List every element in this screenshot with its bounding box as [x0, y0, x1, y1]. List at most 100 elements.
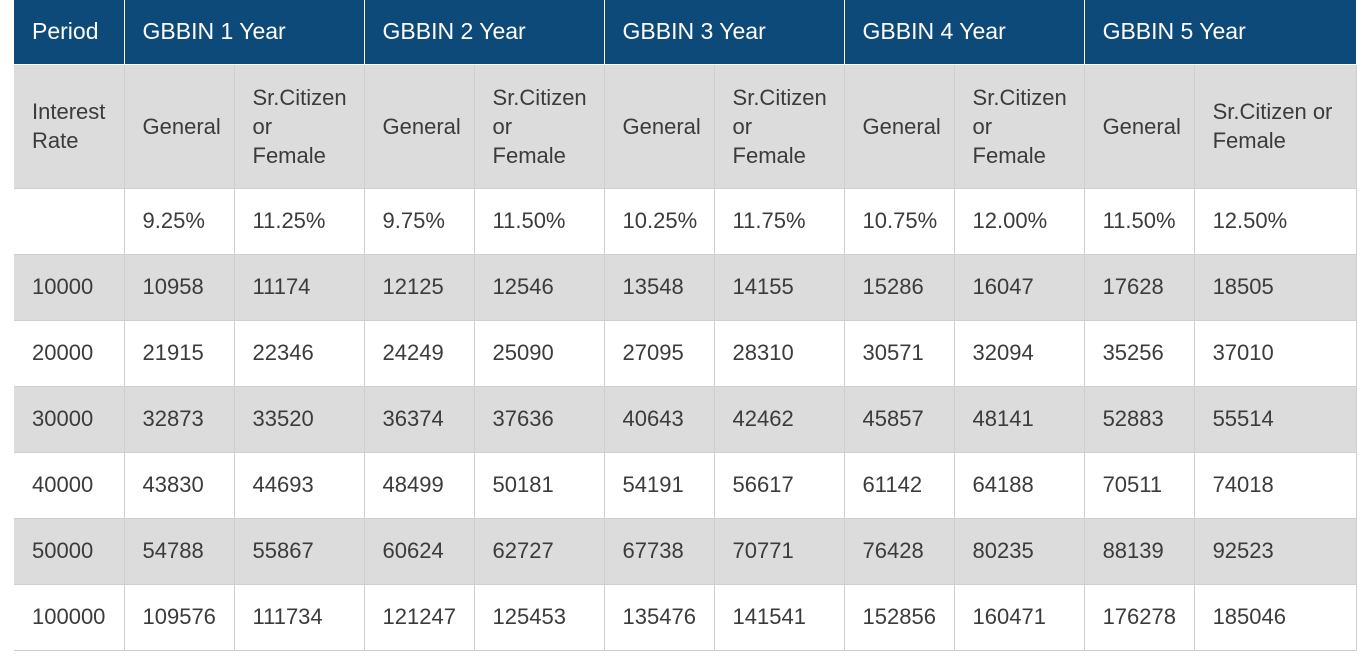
rate-cell: 12.00% — [954, 188, 1085, 255]
subheader-senior: Sr.Citizen or Female — [1194, 64, 1357, 189]
maturity-value-cell: 176278 — [1084, 584, 1195, 651]
maturity-value-cell: 16047 — [954, 254, 1085, 321]
maturity-value-cell: 67738 — [604, 518, 715, 585]
maturity-value-cell: 30571 — [844, 320, 955, 387]
rate-cell: 10.25% — [604, 188, 715, 255]
maturity-value-cell: 70511 — [1084, 452, 1195, 519]
subheader-general: General — [1084, 64, 1195, 189]
maturity-value-cell: 56617 — [714, 452, 845, 519]
interest-rate-row: 9.25% 11.25% 9.75% 11.50% 10.25% 11.75% 10.75%… — [14, 188, 1357, 255]
maturity-value-cell: 141541 — [714, 584, 845, 651]
maturity-value-cell: 15286 — [844, 254, 955, 321]
maturity-value-cell: 45857 — [844, 386, 955, 453]
maturity-value-cell: 70771 — [714, 518, 845, 585]
header-group-4-year: GBBIN 4 Year — [844, 0, 1085, 65]
deposit-amount-cell: 10000 — [14, 254, 125, 321]
maturity-value-cell: 88139 — [1084, 518, 1195, 585]
rate-cell-empty — [14, 188, 125, 255]
maturity-value-cell: 32094 — [954, 320, 1085, 387]
maturity-value-cell: 36374 — [364, 386, 475, 453]
subheader-senior: Sr.Citizen or Female — [474, 64, 605, 189]
maturity-value-cell: 54788 — [124, 518, 235, 585]
rate-cell: 11.50% — [474, 188, 605, 255]
subheader-senior: Sr.Citizen or Female — [714, 64, 845, 189]
header-group-5-year: GBBIN 5 Year — [1084, 0, 1357, 65]
maturity-value-cell: 10958 — [124, 254, 235, 321]
maturity-value-cell: 24249 — [364, 320, 475, 387]
deposit-amount-cell: 50000 — [14, 518, 125, 585]
rate-cell: 9.75% — [364, 188, 475, 255]
maturity-value-cell: 11174 — [234, 254, 365, 321]
maturity-value-cell: 48141 — [954, 386, 1085, 453]
maturity-value-cell: 64188 — [954, 452, 1085, 519]
rate-cell: 11.75% — [714, 188, 845, 255]
table-row: 10000 10958 11174 12125 12546 13548 14155 15286… — [14, 254, 1357, 321]
subheader-row: Interest Rate General Sr.Citizen or Fema… — [14, 64, 1357, 189]
maturity-value-cell: 74018 — [1194, 452, 1357, 519]
maturity-value-cell: 33520 — [234, 386, 365, 453]
header-period: Period — [14, 0, 125, 65]
table-header-row: Period GBBIN 1 Year GBBIN 2 Year GBBIN 3… — [14, 0, 1357, 65]
table-row: 30000 32873 33520 36374 37636 40643 42462 45857… — [14, 386, 1357, 453]
maturity-value-cell: 55514 — [1194, 386, 1357, 453]
maturity-value-cell: 40643 — [604, 386, 715, 453]
maturity-value-cell: 37636 — [474, 386, 605, 453]
table-row: 40000 43830 44693 48499 50181 54191 56617 61142… — [14, 452, 1357, 519]
maturity-value-cell: 121247 — [364, 584, 475, 651]
maturity-value-cell: 50181 — [474, 452, 605, 519]
maturity-value-cell: 160471 — [954, 584, 1085, 651]
maturity-value-cell: 25090 — [474, 320, 605, 387]
subheader-general: General — [604, 64, 715, 189]
rate-cell: 12.50% — [1194, 188, 1357, 255]
table-row: 100000 109576 111734 121247 125453 135476 1415… — [14, 584, 1357, 651]
maturity-value-cell: 125453 — [474, 584, 605, 651]
maturity-value-cell: 12125 — [364, 254, 475, 321]
maturity-value-cell: 22346 — [234, 320, 365, 387]
maturity-value-cell: 12546 — [474, 254, 605, 321]
maturity-value-cell: 17628 — [1084, 254, 1195, 321]
rate-cell: 10.75% — [844, 188, 955, 255]
deposit-amount-cell: 20000 — [14, 320, 125, 387]
header-group-2-year: GBBIN 2 Year — [364, 0, 605, 65]
subheader-general: General — [844, 64, 955, 189]
subheader-general: General — [124, 64, 235, 189]
table-row: 20000 21915 22346 24249 25090 27095 28310 30571… — [14, 320, 1357, 387]
maturity-value-cell: 55867 — [234, 518, 365, 585]
gbbin-table-container: Period GBBIN 1 Year GBBIN 2 Year GBBIN 3… — [14, 0, 1357, 651]
header-group-1-year: GBBIN 1 Year — [124, 0, 365, 65]
maturity-value-cell: 28310 — [714, 320, 845, 387]
maturity-value-cell: 109576 — [124, 584, 235, 651]
maturity-value-cell: 13548 — [604, 254, 715, 321]
subheader-senior: Sr.Citizen or Female — [234, 64, 365, 189]
maturity-value-cell: 185046 — [1194, 584, 1357, 651]
maturity-value-cell: 14155 — [714, 254, 845, 321]
maturity-value-cell: 35256 — [1084, 320, 1195, 387]
maturity-value-cell: 54191 — [604, 452, 715, 519]
gbbin-rate-table: Period GBBIN 1 Year GBBIN 2 Year GBBIN 3… — [14, 0, 1357, 651]
maturity-value-cell: 21915 — [124, 320, 235, 387]
deposit-amount-cell: 40000 — [14, 452, 125, 519]
maturity-value-cell: 37010 — [1194, 320, 1357, 387]
deposit-amount-cell: 100000 — [14, 584, 125, 651]
maturity-value-cell: 43830 — [124, 452, 235, 519]
maturity-value-cell: 18505 — [1194, 254, 1357, 321]
maturity-value-cell: 152856 — [844, 584, 955, 651]
maturity-value-cell: 80235 — [954, 518, 1085, 585]
maturity-value-cell: 62727 — [474, 518, 605, 585]
header-group-3-year: GBBIN 3 Year — [604, 0, 845, 65]
maturity-value-cell: 92523 — [1194, 518, 1357, 585]
subheader-senior: Sr.Citizen or Female — [954, 64, 1085, 189]
maturity-value-cell: 60624 — [364, 518, 475, 585]
maturity-value-cell: 61142 — [844, 452, 955, 519]
maturity-value-cell: 76428 — [844, 518, 955, 585]
maturity-value-cell: 111734 — [234, 584, 365, 651]
maturity-value-cell: 42462 — [714, 386, 845, 453]
maturity-value-cell: 135476 — [604, 584, 715, 651]
table-row: 50000 54788 55867 60624 62727 67738 70771 76428… — [14, 518, 1357, 585]
rate-cell: 9.25% — [124, 188, 235, 255]
maturity-value-cell: 44693 — [234, 452, 365, 519]
maturity-value-cell: 32873 — [124, 386, 235, 453]
maturity-value-cell: 52883 — [1084, 386, 1195, 453]
maturity-value-cell: 27095 — [604, 320, 715, 387]
maturity-value-cell: 48499 — [364, 452, 475, 519]
